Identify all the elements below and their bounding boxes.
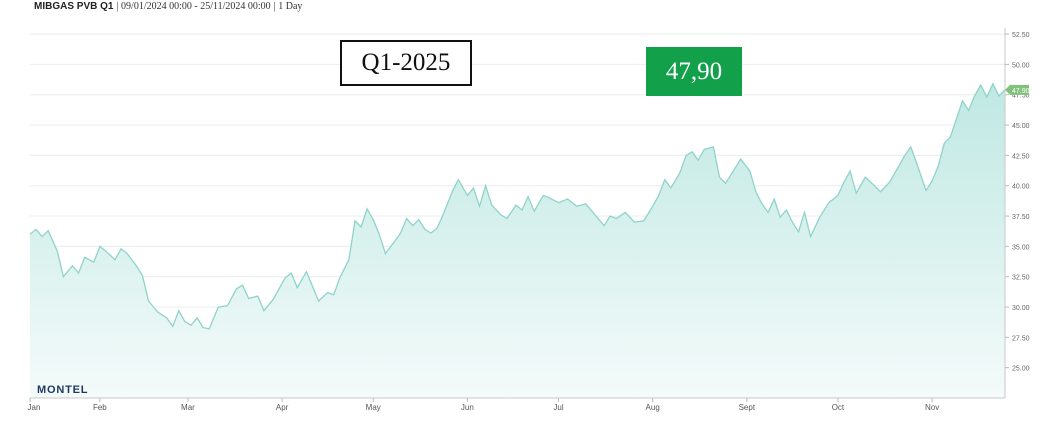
y-tick-label: 40.00 — [1012, 184, 1030, 191]
y-tick-label: 25.00 — [1012, 366, 1030, 373]
last-price-marker: 47.90 — [1005, 84, 1030, 95]
x-tick-label: Aug — [646, 403, 660, 412]
montel-logo: MONTEL — [37, 384, 88, 396]
x-tick-label: Apr — [276, 403, 289, 412]
x-tick-label: Jan — [28, 403, 41, 412]
header-separator-2: | — [273, 1, 276, 12]
date-range: 09/01/2024 00:00 - 25/11/2024 00:00 — [121, 1, 271, 12]
y-tick-label: 42.50 — [1012, 153, 1030, 160]
x-tick-label: May — [366, 403, 381, 412]
y-tick-label: 47.50 — [1012, 93, 1030, 100]
last-price-label: 47.90 — [1012, 88, 1030, 95]
y-tick-label: 35.00 — [1012, 244, 1030, 251]
y-tick-label: 45.00 — [1012, 123, 1030, 130]
x-tick-label: Sept — [739, 403, 756, 412]
y-tick-label: 50.00 — [1012, 62, 1030, 69]
header-separator: | — [116, 1, 119, 12]
x-tick-label: Jul — [553, 403, 563, 412]
y-axis: 52.50 50.00 47.50 45.00 42.50 40.00 37.50 35.00… — [1005, 32, 1030, 373]
x-axis: Jan Feb Mar Apr May Jun Jul Aug Sept Oct Nov — [28, 398, 939, 412]
price-line — [29, 82, 1006, 330]
price-area — [30, 83, 1005, 399]
contract-label: Q1-2025 — [361, 49, 451, 76]
interval-label: 1 Day — [278, 1, 303, 12]
y-tick-label: 30.00 — [1012, 305, 1030, 312]
x-tick-label: Nov — [925, 403, 939, 412]
x-tick-label: Feb — [93, 403, 107, 412]
chart-header: MIBGAS PVB Q1 | 09/01/2024 00:00 - 25/11… — [34, 1, 302, 12]
y-tick-label: 37.50 — [1012, 214, 1030, 221]
x-tick-label: Oct — [832, 403, 845, 412]
y-tick-label: 27.50 — [1012, 335, 1030, 342]
instrument-symbol: MIBGAS PVB Q1 — [34, 1, 114, 12]
y-tick-label: 32.50 — [1012, 275, 1030, 282]
contract-label-box: Q1-2025 — [340, 40, 472, 86]
price-value-box: 47,90 — [646, 47, 742, 96]
y-tick-label: 52.50 — [1012, 32, 1030, 39]
last-price-tag — [1005, 84, 1029, 95]
x-tick-label: Mar — [181, 403, 195, 412]
price-value: 47,90 — [665, 57, 723, 85]
x-tick-label: Jun — [461, 403, 474, 412]
